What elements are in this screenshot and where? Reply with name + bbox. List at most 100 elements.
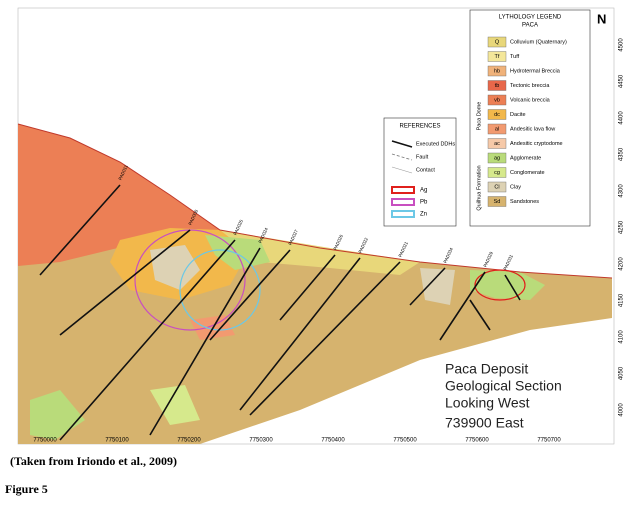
legend-code: Tf [495, 54, 500, 60]
legend-group: Quilhua Formation [476, 165, 482, 210]
drill-hole-label: PAD027 [287, 228, 299, 245]
legend-swatch [487, 80, 507, 91]
legend-swatch [487, 152, 507, 164]
drill-hole [239, 257, 361, 411]
legend-swatch [487, 109, 507, 120]
colluvium [220, 230, 420, 275]
northing-label: 7750100 [105, 438, 129, 444]
references-title: REFERENCES [399, 124, 440, 130]
conglomerate [150, 385, 200, 425]
metal-label: Ag [420, 188, 427, 194]
section-title: Looking West [445, 395, 530, 411]
drill-hole [149, 247, 261, 436]
legend-label: Agglomerate [510, 155, 541, 161]
drill-hole [469, 299, 491, 331]
section-title: Paca Deposit [445, 361, 528, 377]
drill-hole-label: PAD008 [187, 208, 199, 225]
north-label: N [597, 11, 606, 26]
topography [17, 123, 613, 279]
elevation-label: 4150 [619, 293, 625, 307]
metal-label: Pb [420, 200, 428, 206]
drill-hole [279, 254, 336, 321]
reference-label: Executed DDHs [416, 141, 455, 147]
metal-swatch [391, 186, 415, 194]
legend-title: LYTHOLOGY LEGEND [499, 15, 562, 21]
legend-code: ac [494, 141, 500, 147]
drill-hole-label: PAD024 [257, 226, 269, 243]
legend-label: Clay [510, 184, 521, 190]
agglomerate [205, 235, 270, 270]
northing-label: 7750300 [249, 438, 273, 444]
drill-hole [504, 274, 521, 301]
legend-label: Tuff [510, 54, 520, 60]
legend-swatch [487, 94, 507, 106]
legend-label: Hydrotermal Breccia [510, 68, 561, 74]
drill-hole [59, 239, 236, 441]
section-title: Geological Section [445, 378, 562, 394]
elevation-label: 4300 [619, 184, 625, 198]
legend-code: dc [494, 112, 500, 118]
northing-label: 7750000 [33, 438, 57, 444]
references-frame [383, 117, 457, 227]
elevation-label: 4350 [619, 147, 625, 161]
drill-hole-label: PAD021 [397, 240, 409, 257]
legend-group: Paca Dome [476, 102, 482, 131]
legend-swatch [487, 51, 507, 62]
elevation-label: 4100 [619, 330, 625, 344]
legend-swatch [487, 196, 507, 207]
legend-swatch [487, 123, 507, 135]
elevation-label: 4450 [619, 74, 625, 88]
legend-subtitle: PACA [522, 23, 538, 29]
elevation-label: 4050 [619, 366, 625, 380]
reference-label: Contact [416, 167, 435, 173]
legend-label: Volcanic breccia [510, 97, 551, 103]
drill-hole-label: PAD026 [332, 233, 344, 250]
legend-label: Colluvium (Quaternary) [510, 39, 567, 45]
legend-code: hb [494, 68, 500, 74]
clay [420, 268, 455, 305]
drill-hole-label: PAD034 [442, 246, 454, 263]
legend-label: Sandstones [510, 199, 539, 205]
drill-hole [439, 271, 486, 341]
reference-line [391, 140, 413, 148]
elevation-label: 4000 [619, 403, 625, 417]
drill-hole [209, 249, 291, 341]
agglomerate [470, 270, 545, 300]
legend-code: tb [495, 83, 500, 89]
elevation-label: 4200 [619, 257, 625, 271]
legend-code: cg [494, 170, 500, 176]
northing-label: 7750600 [465, 438, 489, 444]
metal-label: Zn [420, 212, 427, 218]
source-caption: (Taken from Iriondo et al., 2009) [10, 454, 177, 468]
drill-hole [59, 229, 191, 336]
legend-code: al [495, 126, 499, 132]
metal-swatch [391, 210, 415, 218]
elevation-label: 4250 [619, 220, 625, 234]
northing-label: 7750400 [321, 438, 345, 444]
legend-label: Conglomerate [510, 170, 545, 176]
northing-label: 7750700 [537, 438, 561, 444]
legend-code: ag [494, 155, 500, 161]
legend-code: Q [495, 39, 500, 45]
northing-label: 7750200 [177, 438, 201, 444]
drill-hole-label: PAD029 [482, 250, 494, 267]
clay [150, 245, 200, 290]
drill-hole-label: PAD011 [117, 164, 129, 181]
zn-contour [179, 249, 261, 331]
legend-swatch [487, 181, 507, 193]
legend-label: Andesitic lava flow [510, 126, 555, 132]
legend-label: Tectonic breccia [510, 83, 550, 89]
northing-label: 7750500 [393, 438, 417, 444]
legend-label: Andesitic cryptodome [510, 141, 563, 147]
drill-hole [39, 184, 121, 276]
geology [17, 123, 613, 444]
metal-swatch [391, 198, 415, 206]
drill-hole-label: PAD022 [357, 236, 369, 253]
section-title: 739900 East [445, 415, 524, 431]
figure-caption: Figure 5 [5, 482, 48, 496]
elevation-label: 4400 [619, 111, 625, 125]
legend-label: Dacite [510, 112, 526, 118]
ag-contour [474, 269, 526, 301]
